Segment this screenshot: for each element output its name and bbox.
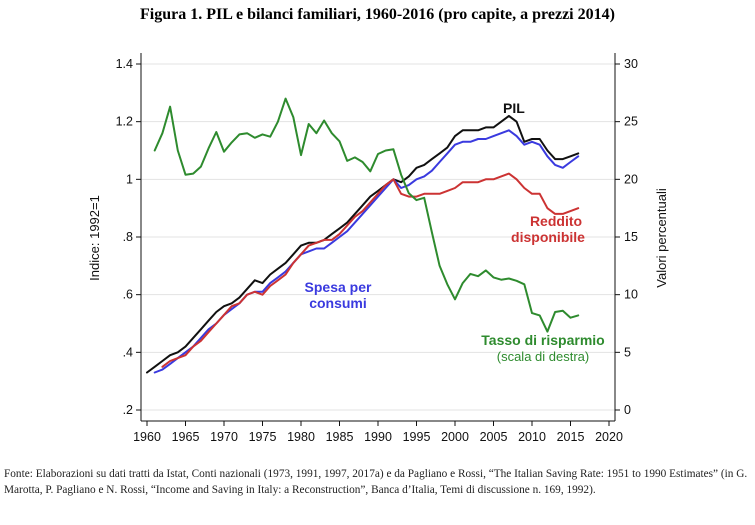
annotation-reddito-1: Reddito bbox=[530, 213, 582, 229]
tick-labels: .2 .4 .6 .8 1 1.2 1.4 0 5 10 15 20 25 30 1960 1965 1970 1… bbox=[116, 57, 638, 444]
y-tick-label-left: 1 bbox=[126, 172, 133, 186]
source-note: Fonte: Elaborazioni su dati tratti da Is… bbox=[4, 468, 748, 496]
gridlines bbox=[141, 63, 615, 411]
y-tick-label-right: 5 bbox=[624, 345, 631, 359]
y-tick-label-left: .2 bbox=[123, 403, 133, 417]
series-lines bbox=[146, 97, 580, 374]
y-tick-label-left: .8 bbox=[123, 230, 133, 244]
y-tick-label-left: .6 bbox=[123, 288, 133, 302]
y-tick-label-right: 25 bbox=[624, 115, 638, 129]
x-tick-label: 1970 bbox=[210, 430, 238, 444]
annotation-tasso-1: Tasso di risparmio bbox=[481, 332, 604, 348]
y-tick-label-right: 0 bbox=[624, 403, 631, 417]
annotation-spesa-2: consumi bbox=[309, 295, 367, 311]
x-tick-label: 1995 bbox=[403, 430, 431, 444]
x-tick-label: 1960 bbox=[133, 430, 161, 444]
axes bbox=[136, 53, 620, 426]
x-tick-label: 1965 bbox=[172, 430, 200, 444]
y-tick-label-left: 1.4 bbox=[116, 57, 133, 71]
annotations: PIL Reddito disponibile Spesa per consum… bbox=[305, 100, 605, 364]
annotation-pil: PIL bbox=[503, 100, 525, 116]
annotation-tasso-2: (scala di destra) bbox=[497, 349, 589, 364]
y-tick-label-right: 15 bbox=[624, 230, 638, 244]
y-tick-label-right: 20 bbox=[624, 172, 638, 186]
annotation-reddito-2: disponibile bbox=[511, 229, 585, 245]
x-tick-label: 2020 bbox=[595, 430, 623, 444]
x-tick-label: 1980 bbox=[287, 430, 315, 444]
x-tick-label: 2000 bbox=[441, 430, 469, 444]
y-tick-label-right: 30 bbox=[624, 57, 638, 71]
series-line-reddito-disponibile bbox=[161, 172, 580, 368]
x-tick-label: 2015 bbox=[557, 430, 585, 444]
figure-title: Figura 1. PIL e bilanci familiari, 1960-… bbox=[140, 6, 615, 23]
x-tick-label: 1985 bbox=[326, 430, 354, 444]
x-tick-label: 1975 bbox=[249, 430, 277, 444]
x-tick-label: 2010 bbox=[518, 430, 546, 444]
y-tick-label-right: 10 bbox=[624, 288, 638, 302]
series-line-pil bbox=[146, 114, 580, 374]
line-chart: .2 .4 .6 .8 1 1.2 1.4 0 5 10 15 20 25 30 1960 1965 1970 1… bbox=[87, 53, 669, 444]
x-tick-label: 2005 bbox=[480, 430, 508, 444]
y-axis-left-label: Indice: 1992=1 bbox=[87, 195, 102, 281]
y-tick-label-left: .4 bbox=[123, 345, 133, 359]
y-axis-right-label: Valori percentuali bbox=[654, 188, 669, 288]
series-line-tasso-di-risparmio bbox=[153, 97, 580, 333]
x-tick-label: 1990 bbox=[364, 430, 392, 444]
y-tick-label-left: 1.2 bbox=[116, 115, 133, 129]
annotation-spesa-1: Spesa per bbox=[305, 279, 372, 295]
